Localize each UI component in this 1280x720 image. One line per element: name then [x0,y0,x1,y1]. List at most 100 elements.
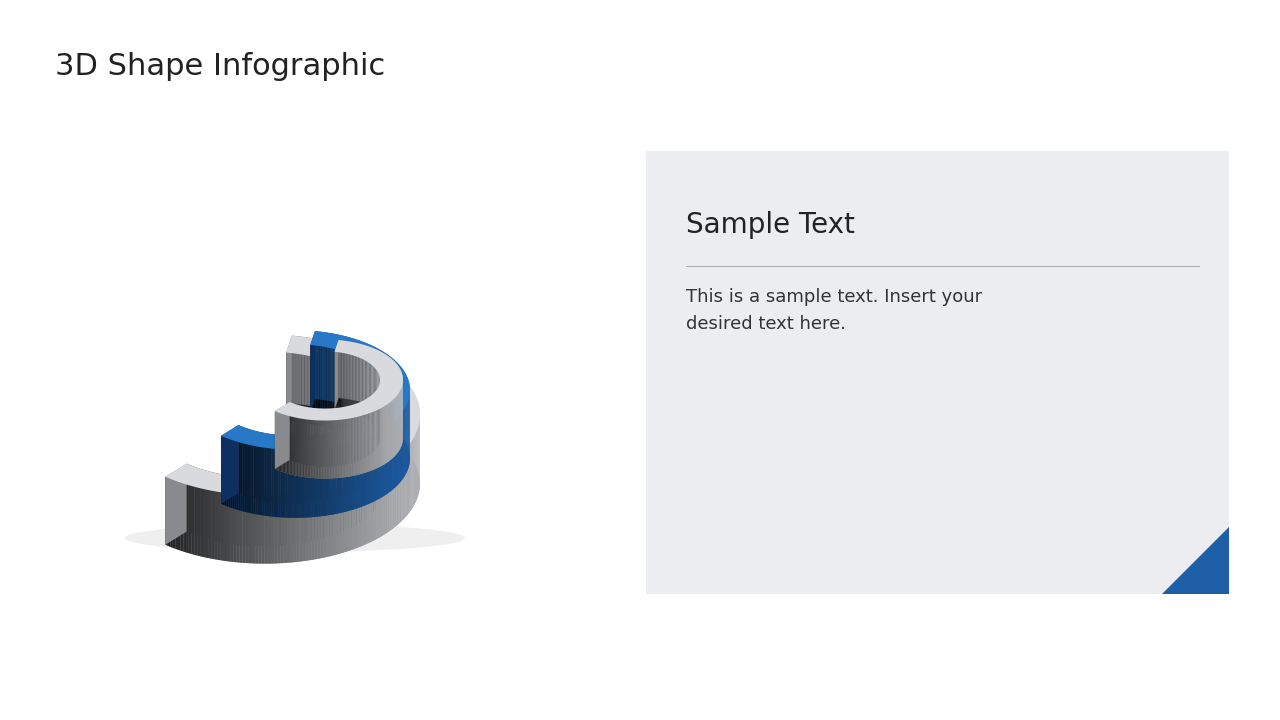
Polygon shape [371,346,374,414]
Polygon shape [347,419,348,477]
Polygon shape [334,363,337,431]
Polygon shape [316,346,317,414]
Polygon shape [328,348,329,416]
Polygon shape [338,335,339,403]
Polygon shape [321,420,324,479]
Polygon shape [320,420,321,479]
Polygon shape [237,441,238,510]
Polygon shape [365,450,366,519]
Polygon shape [326,420,328,479]
Polygon shape [312,435,315,503]
Polygon shape [191,465,192,534]
Polygon shape [257,446,260,515]
Polygon shape [282,477,284,546]
Polygon shape [352,418,353,476]
Polygon shape [355,356,356,425]
Polygon shape [340,464,343,533]
Polygon shape [356,456,357,526]
Polygon shape [292,450,294,518]
Polygon shape [247,428,248,497]
Polygon shape [317,331,320,400]
Polygon shape [298,436,301,504]
Polygon shape [265,448,266,516]
Polygon shape [380,350,381,418]
Polygon shape [352,459,355,527]
Polygon shape [364,415,365,473]
Polygon shape [320,433,321,502]
Polygon shape [338,445,340,513]
Polygon shape [289,477,292,545]
Polygon shape [335,334,338,402]
Polygon shape [375,359,378,428]
Polygon shape [291,494,293,562]
Polygon shape [291,450,292,518]
Polygon shape [337,364,338,432]
Polygon shape [355,339,356,408]
Polygon shape [366,346,369,404]
Polygon shape [238,477,239,545]
Polygon shape [381,351,383,420]
Polygon shape [276,449,278,517]
Polygon shape [261,495,265,564]
Polygon shape [353,342,356,400]
Polygon shape [369,413,370,472]
Polygon shape [333,467,335,536]
Polygon shape [367,436,369,505]
Polygon shape [352,481,355,550]
Polygon shape [165,477,168,546]
Polygon shape [339,351,340,419]
Polygon shape [246,428,247,496]
Polygon shape [302,492,306,561]
Polygon shape [308,492,311,560]
Polygon shape [256,446,257,515]
Polygon shape [406,381,407,451]
Polygon shape [333,487,335,556]
Polygon shape [280,435,283,503]
Polygon shape [347,462,348,530]
Polygon shape [404,379,406,449]
Polygon shape [369,382,370,451]
Polygon shape [297,450,300,518]
Polygon shape [323,340,325,409]
Polygon shape [255,478,257,546]
Polygon shape [285,436,288,503]
Polygon shape [291,416,292,474]
Polygon shape [209,490,212,559]
Polygon shape [310,345,312,413]
Polygon shape [215,491,218,559]
Polygon shape [225,437,227,506]
Polygon shape [284,436,285,503]
Polygon shape [399,375,402,445]
Polygon shape [307,338,311,406]
Polygon shape [275,340,403,420]
Polygon shape [243,444,244,512]
Polygon shape [347,426,348,495]
Polygon shape [275,402,289,469]
Polygon shape [320,448,323,516]
Polygon shape [312,420,314,478]
Polygon shape [356,423,357,491]
Polygon shape [369,447,370,516]
Polygon shape [362,477,365,546]
Polygon shape [326,469,329,538]
Polygon shape [370,356,372,425]
Polygon shape [355,417,356,475]
Polygon shape [349,442,351,510]
Polygon shape [244,428,246,496]
Polygon shape [326,333,329,401]
Polygon shape [374,346,375,415]
Polygon shape [374,472,376,541]
Polygon shape [278,478,280,546]
Polygon shape [316,449,319,517]
Polygon shape [374,433,375,502]
Polygon shape [358,416,360,474]
Polygon shape [306,449,308,518]
Polygon shape [334,446,337,514]
Polygon shape [248,495,252,563]
Polygon shape [357,343,358,401]
Polygon shape [296,418,297,476]
Polygon shape [334,343,337,412]
Polygon shape [365,476,366,545]
Polygon shape [390,356,392,426]
Polygon shape [340,444,343,513]
